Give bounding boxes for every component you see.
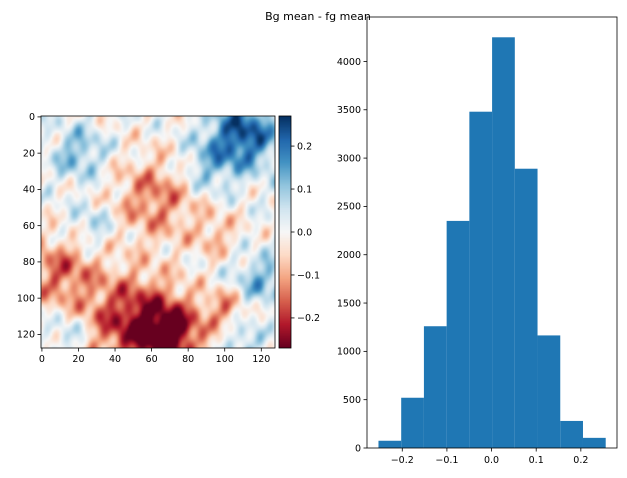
- histogram-y-tick-label: 3500: [337, 105, 361, 116]
- histogram-bar: [514, 168, 538, 448]
- histogram-bar: [446, 220, 470, 448]
- histogram-y-tick-label: 1000: [337, 347, 361, 358]
- heatmap-y-tick-label: 120: [17, 330, 35, 341]
- histogram-y-axis: 0 500 1000 1500 2000 2500 3000 3500 4000: [337, 57, 367, 454]
- heatmap-y-tick-label: 100: [17, 293, 35, 304]
- histogram-x-tick-label: −0.2: [391, 455, 414, 466]
- histogram-x-tick-label: 0.2: [573, 455, 588, 466]
- colorbar-tick-label: 0.2: [297, 141, 312, 152]
- histogram-axes-frame: [366, 16, 618, 449]
- histogram-bar: [469, 111, 493, 448]
- histogram-x-tick-label: −0.1: [435, 455, 458, 466]
- histogram-bar: [401, 397, 424, 448]
- figure-title: Bg mean - fg mean: [265, 10, 371, 23]
- heatmap-x-tick-label: 20: [72, 354, 84, 365]
- histogram-bar: [560, 420, 583, 448]
- heatmap-x-tick-label: 100: [216, 354, 234, 365]
- colorbar-ticks: 0.2 0.1 0.0 −0.1 −0.2: [291, 141, 320, 324]
- heatmap-y-tick-label: 40: [23, 185, 35, 196]
- histogram-y-tick-label: 0: [355, 443, 361, 454]
- histogram-x-axis: −0.2 −0.1 0.0 0.1 0.2: [391, 448, 588, 466]
- histogram-x-tick-label: 0.0: [484, 455, 499, 466]
- histogram-y-tick-label: 4000: [337, 57, 361, 68]
- heatmap-x-tick-label: 60: [146, 354, 158, 365]
- heatmap-y-tick-label: 0: [29, 112, 35, 123]
- colorbar-gradient-container: [279, 116, 291, 348]
- histogram-y-tick-label: 500: [343, 395, 361, 406]
- histogram-y-tick-label: 2000: [337, 250, 361, 261]
- heatmap-x-axis: 0 20 40 60 80 100 120: [39, 348, 270, 365]
- histogram-y-tick-label: 1500: [337, 298, 361, 309]
- histogram-bar: [378, 440, 402, 448]
- heatmap-y-tick-label: 20: [23, 148, 35, 159]
- histogram-x-tick-label: 0.1: [529, 455, 544, 466]
- heatmap-x-tick-label: 0: [39, 354, 45, 365]
- colorbar: 0.2 0.1 0.0 −0.1 −0.2: [278, 115, 320, 349]
- colorbar-tick-label: −0.2: [297, 313, 320, 324]
- histogram-y-tick-label: 2500: [337, 202, 361, 213]
- histogram-bar: [423, 326, 447, 448]
- colorbar-tick-label: 0.1: [297, 184, 312, 195]
- heatmap-image: [41, 116, 275, 348]
- heatmap-y-axis: 0 20 40 60 80 100 120: [17, 112, 41, 341]
- histogram-bar: [537, 335, 561, 448]
- heatmap-x-tick-label: 120: [252, 354, 270, 365]
- histogram-bar: [582, 437, 606, 448]
- heatmap-panel: 0 20 40 60 80 100 120 0 20 40 60 80 100 120: [17, 112, 276, 365]
- heatmap-y-tick-label: 80: [23, 257, 35, 268]
- colorbar-gradient: [279, 116, 291, 348]
- histogram-bars: [378, 37, 606, 448]
- heatmap-x-tick-label: 80: [182, 354, 194, 365]
- heatmap-y-tick-label: 60: [23, 221, 35, 232]
- heatmap-x-tick-label: 40: [109, 354, 121, 365]
- colorbar-tick-label: −0.1: [297, 270, 320, 281]
- histogram-bar: [492, 37, 515, 448]
- histogram-panel: −0.2 −0.1 0.0 0.1 0.2 0 500 1000 1500 2000 2500 30…: [337, 16, 618, 466]
- heatmap-axes-frame: [40, 115, 276, 349]
- histogram-y-tick-label: 3000: [337, 153, 361, 164]
- heatmap-image-container: [41, 116, 275, 348]
- colorbar-tick-label: 0.0: [297, 227, 312, 238]
